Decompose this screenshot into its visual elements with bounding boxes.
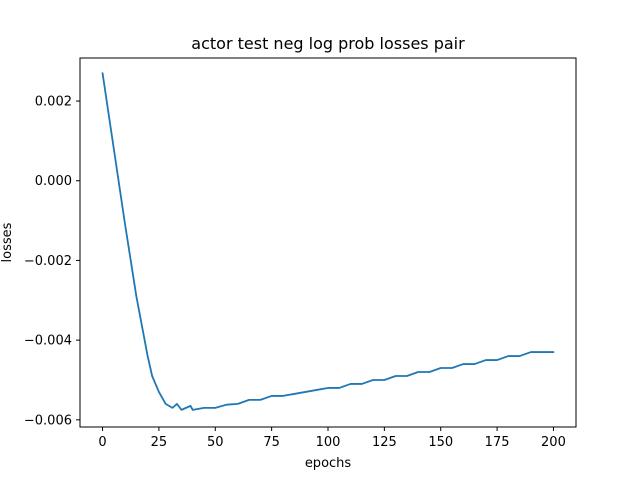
y-axis-label: losses	[0, 222, 15, 262]
plot-frame	[79, 57, 577, 428]
x-axis-label: epochs	[305, 456, 352, 471]
x-tick-label: 50	[207, 435, 224, 450]
x-tick-label: 150	[428, 435, 453, 450]
x-tick-label: 200	[541, 435, 566, 450]
y-tick-label: −0.002	[24, 254, 72, 269]
series-line	[101, 72, 555, 411]
chart-title: actor test neg log prob losses pair	[191, 34, 465, 53]
y-tick-label: 0.000	[35, 174, 72, 189]
x-tick-label: 75	[263, 435, 280, 450]
y-tick-label: −0.006	[24, 413, 72, 428]
x-tick-label: 125	[372, 435, 397, 450]
x-tick-label: 100	[316, 435, 341, 450]
y-tick-label: 0.002	[35, 95, 72, 110]
y-axis-ticks: 0.002 0.000 −0.002 −0.004 −0.006	[24, 95, 80, 428]
x-tick-label: 175	[485, 435, 510, 450]
x-tick-label: 25	[151, 435, 168, 450]
x-axis-ticks: 0 25 50 75 100 125 150 175 200	[98, 427, 566, 450]
y-tick-label: −0.004	[24, 334, 72, 349]
x-tick-label: 0	[98, 435, 106, 450]
